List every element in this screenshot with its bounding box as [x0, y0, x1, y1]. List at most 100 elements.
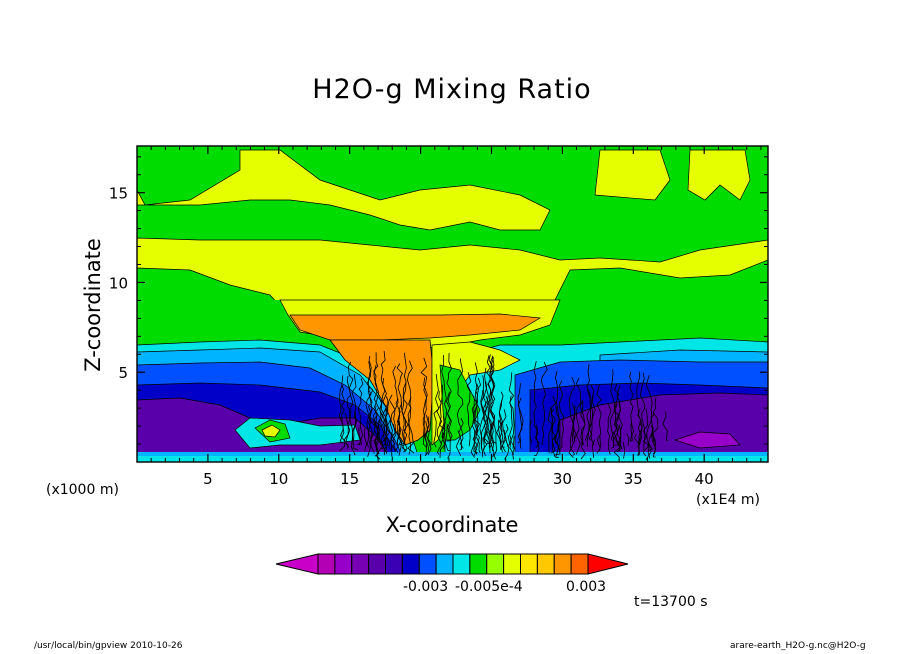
colorbar-swatch — [351, 553, 370, 575]
convection-line — [351, 374, 358, 456]
footer-file: arare-earth_H2O-g.nc@H2O-g — [730, 641, 866, 651]
convection-line — [554, 371, 561, 458]
colorbar-swatch — [385, 553, 403, 575]
convection-line — [645, 374, 653, 451]
x-axis-label: X-coordinate — [385, 513, 519, 537]
colorbar-swatch — [486, 553, 505, 575]
convection-line — [471, 362, 478, 455]
convection-line — [372, 364, 380, 442]
convection-line — [489, 355, 496, 452]
convection-line — [596, 385, 602, 454]
x-tick-label-1: 10 — [269, 470, 288, 488]
y-tick-label-1: 10 — [109, 274, 128, 292]
y-tick-label-2: 15 — [109, 185, 128, 203]
convection-line — [357, 427, 363, 446]
convection-line — [368, 409, 376, 454]
convection-line — [395, 398, 402, 454]
convection-line — [446, 391, 453, 459]
convection-line — [433, 373, 440, 448]
x-tick-label-5: 30 — [553, 470, 572, 488]
x-tick-label-2: 15 — [340, 470, 359, 488]
convection-line — [446, 352, 452, 442]
plot-frame — [136, 145, 769, 463]
convection-line — [622, 442, 626, 459]
convection-line — [504, 424, 510, 460]
region-yellow-plume — [431, 341, 521, 446]
convection-line — [427, 426, 432, 456]
convection-line — [436, 391, 443, 455]
colorbar-swatch — [536, 553, 555, 575]
convection-line — [575, 377, 581, 455]
convection-line — [626, 433, 630, 446]
x-tick-label-7: 40 — [695, 470, 714, 488]
convection-line — [420, 357, 428, 442]
colorbar-arrow-right — [587, 553, 629, 575]
chart-title: H2O-g Mixing Ratio — [312, 74, 592, 105]
convection-line — [375, 426, 379, 454]
colorbar-swatch — [418, 553, 437, 575]
convection-line — [343, 412, 349, 449]
convection-line — [592, 439, 595, 458]
convection-line — [455, 430, 462, 456]
convection-line — [662, 411, 669, 441]
convection-line — [529, 419, 533, 444]
colorbar-label-1: -0.005e-4 — [455, 579, 523, 595]
region-yellow-upper — [137, 149, 551, 231]
convection-line — [512, 435, 515, 449]
convection-line — [572, 406, 577, 442]
convection-line — [390, 423, 396, 459]
convection-line — [613, 403, 621, 458]
convection-line — [579, 400, 586, 446]
x-tick-label-0: 5 — [203, 470, 213, 488]
colorbar-swatch — [452, 553, 471, 575]
region-yellow-upper-right2 — [687, 149, 751, 201]
x-tick-label-3: 20 — [411, 470, 430, 488]
convection-line — [568, 376, 576, 458]
convection-line — [558, 380, 565, 450]
convection-line — [517, 382, 523, 444]
convection-line — [439, 384, 446, 459]
colorbar-label-2: 0.003 — [566, 579, 606, 595]
colorbar-swatch — [570, 553, 589, 575]
x-unit-right: (x1E4 m) — [696, 492, 760, 508]
convection-line — [633, 433, 640, 456]
convection-line — [366, 386, 373, 444]
convection-line — [654, 439, 656, 454]
colorbar-arrow-left — [275, 553, 319, 575]
colorbar-swatch — [553, 553, 572, 575]
convection-line — [533, 361, 540, 457]
convection-line — [637, 421, 643, 456]
convection-line — [444, 423, 450, 451]
colorbar-swatch — [503, 553, 521, 575]
convection-lines — [338, 350, 669, 461]
convection-line — [365, 361, 372, 448]
convection-line — [384, 400, 390, 446]
convection-line — [466, 372, 472, 447]
convection-line — [486, 354, 493, 451]
convection-line — [498, 391, 504, 453]
convection-line — [470, 395, 476, 458]
colorbar-swatch — [435, 553, 454, 575]
convection-line — [396, 363, 403, 456]
convection-line — [357, 378, 364, 445]
convection-line — [425, 416, 432, 447]
convection-line — [490, 357, 497, 445]
convection-line — [493, 416, 498, 460]
colorbar-swatch — [520, 553, 538, 575]
convection-line — [392, 365, 399, 451]
convection-line — [630, 422, 633, 442]
convection-line — [584, 389, 592, 441]
convection-line — [407, 396, 415, 454]
colorbar-swatch — [401, 553, 420, 575]
convection-line — [640, 372, 647, 457]
convection-line — [500, 409, 507, 448]
x-unit-left: (x1000 m) — [46, 482, 119, 498]
colorbar-swatch — [368, 553, 386, 575]
time-label: t=13700 s — [634, 594, 708, 610]
footer-path: /usr/local/bin/gpview 2010-10-26 — [34, 641, 183, 651]
region-yellow-upper-right — [594, 149, 671, 201]
convection-line — [550, 395, 557, 454]
colorbar: -0.003 -0.005e-4 0.003 — [275, 553, 629, 595]
convection-line — [456, 358, 464, 449]
